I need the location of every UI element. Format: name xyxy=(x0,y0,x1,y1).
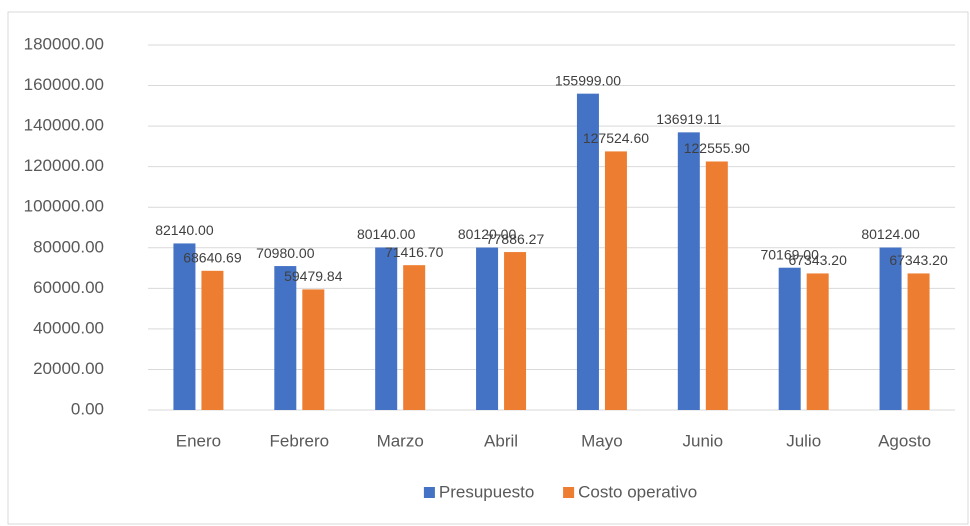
data-label: 80120.00 xyxy=(458,226,517,242)
bar xyxy=(677,132,700,411)
bar xyxy=(302,289,325,410)
y-tick-label: 160000.00 xyxy=(24,75,104,94)
y-tick-label: 0.00 xyxy=(71,399,104,418)
y-tick-label: 60000.00 xyxy=(33,278,104,297)
data-label: 82140.00 xyxy=(155,222,214,238)
bar xyxy=(907,273,930,410)
legend-swatch xyxy=(563,487,575,498)
bar xyxy=(375,247,398,410)
data-label: 80124.00 xyxy=(861,226,920,242)
legend-swatch xyxy=(423,487,435,498)
x-tick-label: Abril xyxy=(484,431,518,450)
data-label: 155999.00 xyxy=(555,72,621,88)
x-tick-label: Enero xyxy=(176,431,221,450)
legend-label: Costo operativo xyxy=(578,482,697,501)
data-label: 70980.00 xyxy=(256,245,315,261)
data-label: 67343.20 xyxy=(889,252,948,268)
x-tick-label: Junio xyxy=(682,431,723,450)
bar xyxy=(778,267,801,410)
y-tick-label: 120000.00 xyxy=(24,156,104,175)
data-label: 68640.69 xyxy=(183,250,242,266)
data-label: 136919.11 xyxy=(656,111,721,127)
x-tick-label: Marzo xyxy=(377,431,424,450)
bar xyxy=(476,247,499,410)
y-tick-label: 40000.00 xyxy=(33,318,104,337)
y-tick-label: 20000.00 xyxy=(33,359,104,378)
bar xyxy=(201,270,224,410)
bar xyxy=(705,161,728,410)
data-label: 59479.84 xyxy=(284,268,343,284)
bar xyxy=(403,265,426,410)
data-label: 122555.90 xyxy=(684,140,750,156)
data-label: 77886.27 xyxy=(486,231,545,247)
y-tick-label: 100000.00 xyxy=(24,197,104,216)
y-tick-label: 80000.00 xyxy=(33,237,104,256)
bar xyxy=(504,252,527,410)
bar xyxy=(604,151,627,410)
data-label: 71416.70 xyxy=(385,244,444,260)
bar xyxy=(274,266,297,410)
y-tick-label: 140000.00 xyxy=(24,116,104,135)
x-tick-label: Mayo xyxy=(581,431,623,450)
data-label: 127524.60 xyxy=(583,130,649,146)
bar xyxy=(173,243,196,410)
bar xyxy=(879,247,902,410)
x-tick-label: Julio xyxy=(786,431,821,450)
y-tick-label: 180000.00 xyxy=(24,34,104,53)
legend-label: Presupuesto xyxy=(439,482,534,501)
data-label: 70169.00 xyxy=(760,246,819,262)
data-label: 80140.00 xyxy=(357,226,416,242)
data-label: 67343.20 xyxy=(788,252,847,268)
x-tick-label: Agosto xyxy=(878,431,931,450)
bar xyxy=(576,93,599,410)
bar xyxy=(806,273,829,410)
x-tick-label: Febrero xyxy=(270,431,330,450)
